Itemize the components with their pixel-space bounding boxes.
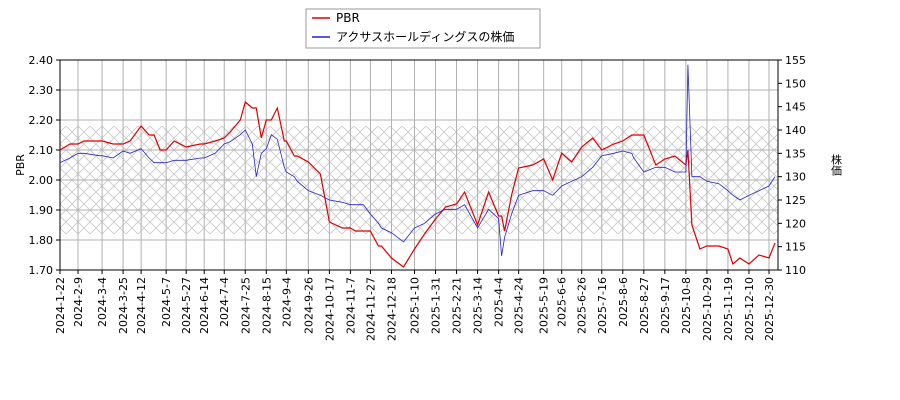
x-tick-label: 2025-10-8 xyxy=(680,277,693,334)
y2-tick-label: 130 xyxy=(785,171,806,184)
y-tick-label: 1.90 xyxy=(29,204,54,217)
y2-tick-label: 125 xyxy=(785,194,806,207)
x-tick-label: 2025-11-19 xyxy=(722,277,735,341)
x-tick-label: 2024-7-4 xyxy=(218,277,231,327)
x-tick-label: 2024-2-9 xyxy=(72,277,85,327)
y-tick-label: 2.20 xyxy=(29,114,54,127)
y-tick-label: 2.10 xyxy=(29,144,54,157)
x-tick-label: 2025-1-10 xyxy=(408,277,421,334)
y2-tick-label: 135 xyxy=(785,147,806,160)
x-tick-label: 2025-1-31 xyxy=(430,277,443,334)
x-tick-label: 2025-7-16 xyxy=(596,277,609,334)
x-tick-label: 2024-6-14 xyxy=(198,277,211,334)
x-tick-label: 2024-10-17 xyxy=(323,277,336,341)
x-tick-label: 2025-8-6 xyxy=(617,277,630,327)
x-tick-label: 2025-4-24 xyxy=(513,277,526,334)
y2-tick-label: 140 xyxy=(785,124,806,137)
x-tick-label: 2024-8-15 xyxy=(260,277,273,334)
x-tick-label: 2025-12-10 xyxy=(743,277,756,341)
x-tick-label: 2024-3-4 xyxy=(96,277,109,327)
x-tick-label: 2024-11-7 xyxy=(344,277,357,334)
y2-tick-label: 110 xyxy=(785,264,806,277)
y2-tick-label: 150 xyxy=(785,77,806,90)
x-tick-label: 2025-9-17 xyxy=(659,277,672,334)
x-tick-label: 2024-5-27 xyxy=(180,277,193,334)
x-tick-label: 2025-6-6 xyxy=(556,277,569,327)
legend-box xyxy=(305,8,541,49)
legend-label: PBR xyxy=(336,11,360,25)
x-tick-label: 2024-5-7 xyxy=(160,277,173,327)
y2-axis-label: 株価 xyxy=(830,153,843,176)
x-tick-label: 2024-11-27 xyxy=(364,277,377,341)
x-tick-label: 2025-4-4 xyxy=(493,277,506,327)
x-tick-label: 2025-3-14 xyxy=(472,277,485,334)
series-line xyxy=(59,100,776,268)
x-tick-label: 2025-2-21 xyxy=(451,277,464,334)
y-axis-label: PBR xyxy=(14,154,27,176)
x-tick-label: 2024-1-22 xyxy=(54,277,67,334)
x-tick-label: 2024-9-26 xyxy=(302,277,315,334)
y-tick-label: 2.40 xyxy=(29,54,54,67)
y-tick-label: 2.00 xyxy=(29,174,54,187)
legend: PBR アクサスホールディングスの株価 xyxy=(305,8,541,49)
x-tick-label: 2025-6-26 xyxy=(576,277,589,334)
series-line xyxy=(59,64,776,257)
legend-label: アクサスホールディングスの株価 xyxy=(336,29,514,44)
x-tick-label: 2024-4-12 xyxy=(135,277,148,334)
x-tick-label: 2025-5-19 xyxy=(538,277,551,334)
y2-tick-label: 115 xyxy=(785,241,806,254)
x-tick-label: 2024-7-25 xyxy=(239,277,252,334)
x-tick-label: 2024-12-18 xyxy=(385,277,398,341)
y2-tick-label: 155 xyxy=(785,54,806,67)
y2-tick-label: 145 xyxy=(785,101,806,114)
x-tick-label: 2024-9-4 xyxy=(280,277,293,327)
y-tick-label: 1.70 xyxy=(29,264,54,277)
y-tick-label: 1.80 xyxy=(29,234,54,247)
x-tick-label: 2025-12-30 xyxy=(763,277,776,341)
y-tick-label: 2.30 xyxy=(29,84,54,97)
x-tick-label: 2025-8-27 xyxy=(638,277,651,334)
y2-tick-label: 120 xyxy=(785,217,806,230)
x-tick-label: 2025-10-29 xyxy=(701,277,714,341)
x-tick-label: 2024-3-25 xyxy=(117,277,130,334)
plot-frame xyxy=(59,59,779,271)
